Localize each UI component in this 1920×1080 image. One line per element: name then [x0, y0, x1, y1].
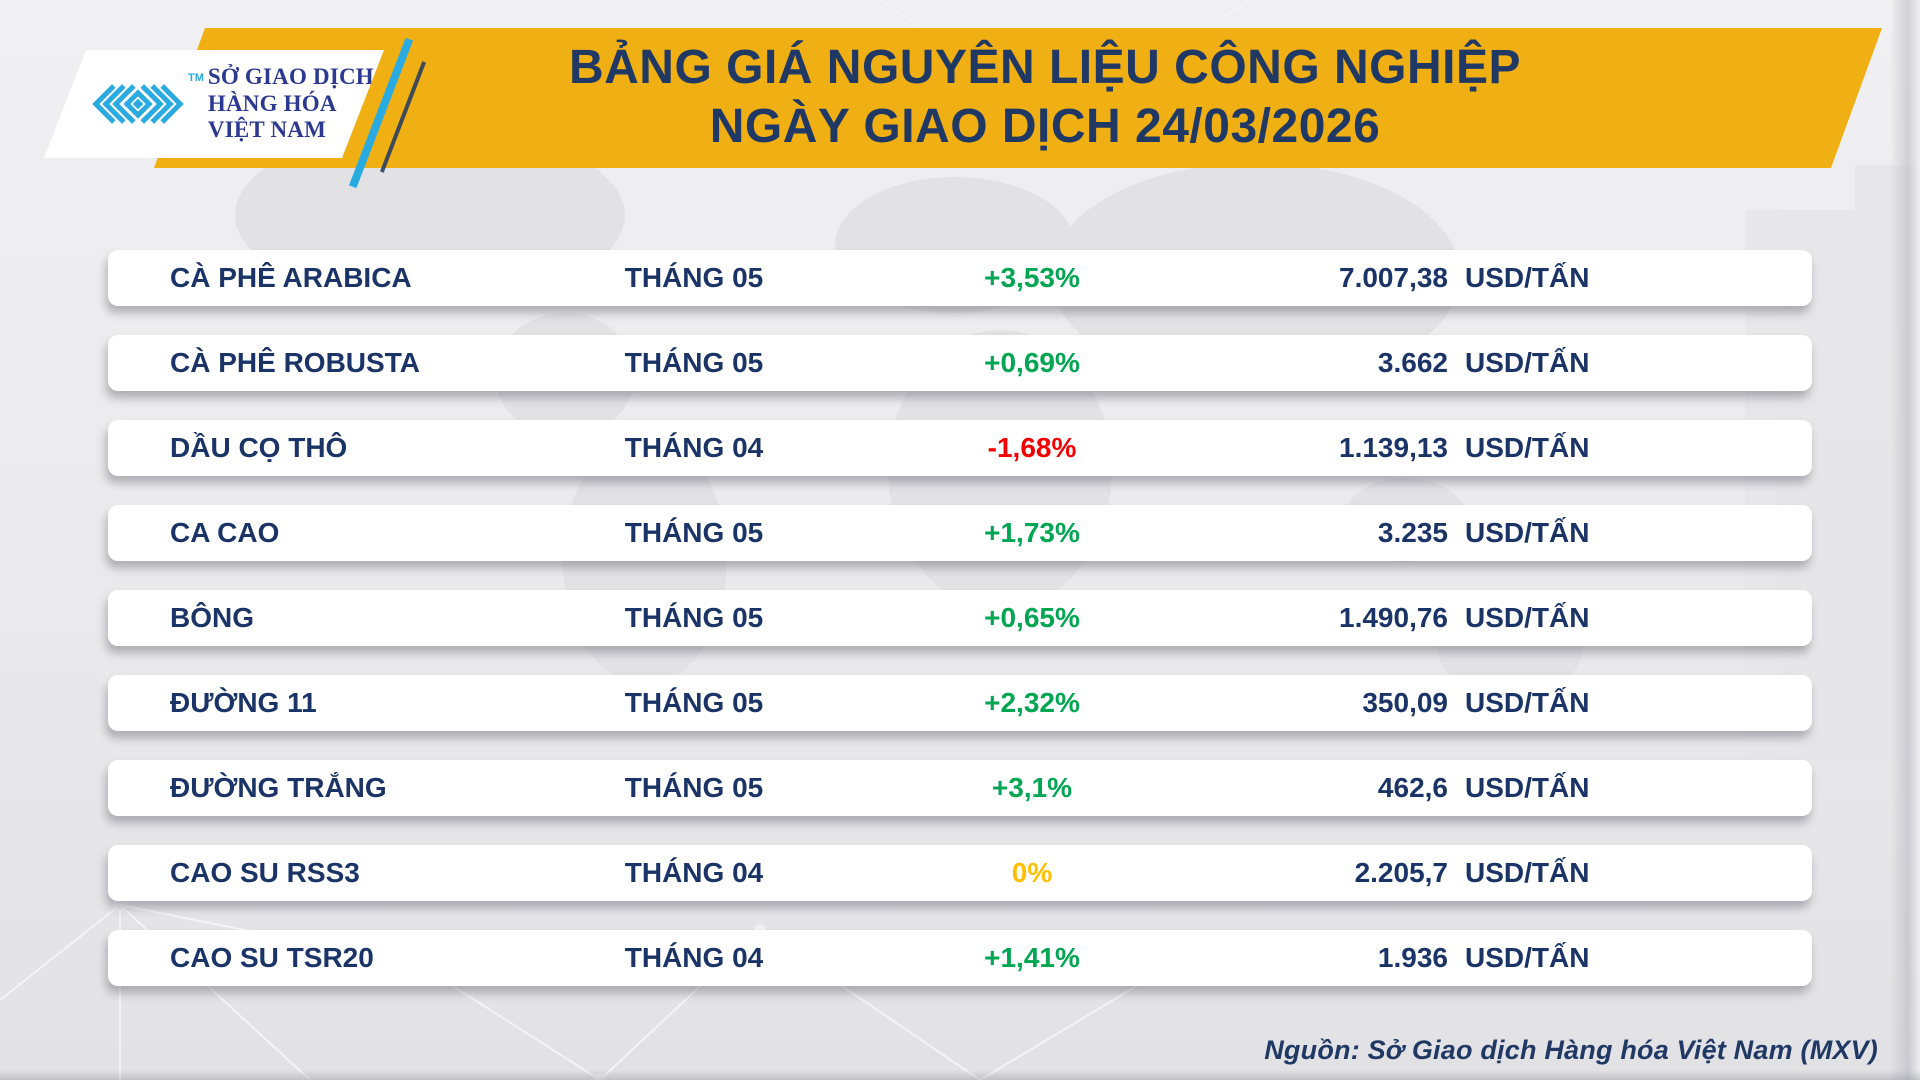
price-value: 1.936 — [1377, 942, 1448, 973]
price-value: 7.007,38 — [1339, 262, 1448, 293]
table-row: CAO SU RSS3 THÁNG 04 0% 2.205,7 USD/TẤN — [108, 845, 1812, 901]
source-attribution: Nguồn: Sở Giao dịch Hàng hóa Việt Nam (M… — [1264, 1035, 1878, 1065]
price-unit: USD/TẤN — [1465, 772, 1590, 803]
change-percent: 0% — [1011, 857, 1053, 888]
table-row: ĐƯỜNG TRẮNG THÁNG 05 +3,1% 462,6 USD/TẤN — [108, 760, 1812, 816]
title-banner: BẢNG GIÁ NGUYÊN LIỆU CÔNG NGHIỆP NGÀY GI… — [154, 28, 1882, 168]
price-unit: USD/TẤN — [1465, 262, 1590, 293]
org-name-line-2: HÀNG HÓA — [207, 90, 337, 116]
change-percent: -1,68% — [987, 432, 1077, 463]
commodity-name: BÔNG — [170, 602, 254, 633]
price-unit: USD/TẤN — [1465, 687, 1590, 718]
commodity-name: ĐƯỜNG 11 — [170, 687, 317, 718]
contract-month: THÁNG 05 — [624, 602, 764, 633]
price-table: CÀ PHÊ ARABICA THÁNG 05 +3,53% 7.007,38 … — [108, 250, 1812, 1015]
change-percent: +3,53% — [984, 262, 1080, 293]
change-percent: +0,65% — [984, 602, 1080, 633]
org-name-line-3: VIỆT NAM — [207, 117, 326, 143]
price-value: 2.205,7 — [1354, 857, 1448, 888]
bottom-edge-shade — [0, 1070, 1920, 1080]
commodity-name: ĐƯỜNG TRẮNG — [170, 772, 387, 803]
table-row: DẦU CỌ THÔ THÁNG 04 -1,68% 1.139,13 USD/… — [108, 420, 1812, 476]
price-value: 350,09 — [1362, 687, 1448, 718]
contract-month: THÁNG 04 — [624, 857, 764, 888]
price-value: 3.662 — [1377, 347, 1448, 378]
price-unit: USD/TẤN — [1465, 942, 1590, 973]
price-unit: USD/TẤN — [1465, 517, 1590, 548]
contract-month: THÁNG 04 — [624, 432, 764, 463]
contract-month: THÁNG 05 — [624, 772, 764, 803]
price-value: 3.235 — [1377, 517, 1448, 548]
commodity-name: CÀ PHÊ ARABICA — [170, 262, 412, 293]
commodity-name: DẦU CỌ THÔ — [170, 432, 348, 463]
table-row: BÔNG THÁNG 05 +0,65% 1.490,76 USD/TẤN — [108, 590, 1812, 646]
price-value: 462,6 — [1377, 772, 1448, 803]
org-name-line-1: SỞ GIAO DỊCH — [207, 63, 374, 89]
price-unit: USD/TẤN — [1465, 432, 1590, 463]
price-unit: USD/TẤN — [1465, 857, 1590, 888]
contract-month: THÁNG 04 — [624, 942, 764, 973]
page-title: BẢNG GIÁ NGUYÊN LIỆU CÔNG NGHIỆP — [568, 41, 1522, 95]
change-percent: +1,41% — [984, 942, 1080, 973]
change-percent: +3,1% — [991, 772, 1073, 803]
trademark-label: TM — [188, 72, 204, 84]
price-value: 1.139,13 — [1339, 432, 1448, 463]
table-row: CAO SU TSR20 THÁNG 04 +1,41% 1.936 USD/T… — [108, 930, 1812, 986]
table-row: CÀ PHÊ ARABICA THÁNG 05 +3,53% 7.007,38 … — [108, 250, 1812, 306]
contract-month: THÁNG 05 — [624, 262, 764, 293]
org-name: SỞ GIAO DỊCH HÀNG HÓA VIỆT NAM — [208, 64, 374, 145]
contract-month: THÁNG 05 — [624, 687, 764, 718]
mxv-logo-icon — [92, 84, 184, 124]
table-row: CÀ PHÊ ROBUSTA THÁNG 05 +0,69% 3.662 USD… — [108, 335, 1812, 391]
price-unit: USD/TẤN — [1465, 347, 1590, 378]
commodity-name: CAO SU RSS3 — [170, 857, 360, 888]
commodity-name: CA CAO — [170, 517, 280, 548]
table-row: ĐƯỜNG 11 THÁNG 05 +2,32% 350,09 USD/TẤN — [108, 675, 1812, 731]
change-percent: +1,73% — [984, 517, 1080, 548]
price-unit: USD/TẤN — [1465, 602, 1590, 633]
right-edge-shade — [1890, 0, 1920, 1080]
logo-card: TM SỞ GIAO DỊCH HÀNG HÓA VIỆT NAM — [44, 50, 384, 158]
price-value: 1.490,76 — [1339, 602, 1448, 633]
change-percent: +0,69% — [984, 347, 1080, 378]
contract-month: THÁNG 05 — [624, 517, 764, 548]
commodity-name: CAO SU TSR20 — [170, 942, 374, 973]
commodity-name: CÀ PHÊ ROBUSTA — [170, 347, 420, 378]
contract-month: THÁNG 05 — [624, 347, 764, 378]
table-row: CA CAO THÁNG 05 +1,73% 3.235 USD/TẤN — [108, 505, 1812, 561]
trading-date: NGÀY GIAO DỊCH 24/03/2026 — [709, 100, 1381, 153]
change-percent: +2,32% — [984, 687, 1080, 718]
